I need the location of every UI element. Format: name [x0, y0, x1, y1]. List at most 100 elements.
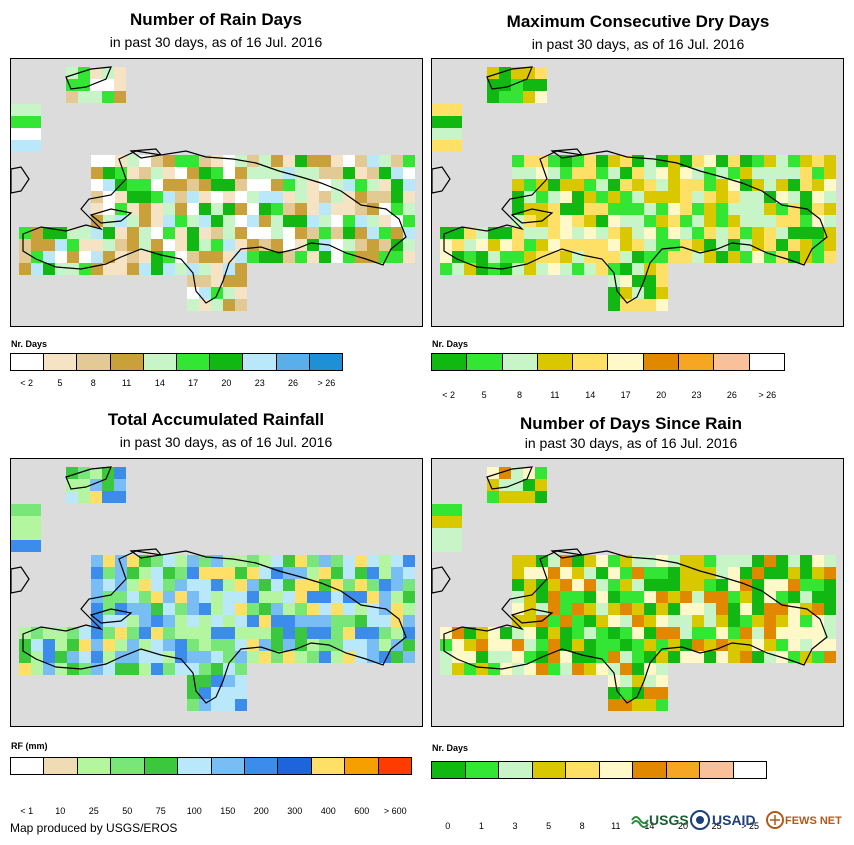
map-grid-cell: [788, 227, 800, 239]
map-grid-cell: [295, 579, 307, 591]
map-grid-cell: [620, 239, 632, 251]
map-grid-cell: [139, 191, 151, 203]
legend-tick-label: 14: [644, 821, 655, 831]
map-grid-cell: [740, 627, 752, 639]
map-grid-cell: [548, 203, 560, 215]
map-grid-cell: [367, 615, 379, 627]
map-grid-cell: [572, 263, 584, 275]
map-grid-cell: [391, 215, 403, 227]
map-grid-cell: [824, 179, 836, 191]
map-grid-cell: [548, 603, 560, 615]
map-grid-cell: [656, 299, 668, 311]
map-grid-cell: [800, 215, 812, 227]
map-rainfall[interactable]: [10, 458, 423, 727]
map-grid-cell: [584, 263, 596, 275]
map-grid-cell: [656, 215, 668, 227]
map-grid-cell: [295, 555, 307, 567]
map-grid-cell: [367, 627, 379, 639]
map-rain-days[interactable]: [10, 58, 423, 327]
map-grid-cell: [596, 663, 608, 675]
map-grid-cell: [187, 699, 199, 711]
map-grid-cell: [560, 567, 572, 579]
map-grid-cell: [307, 615, 319, 627]
map-grid-cell: [403, 179, 415, 191]
map-grid-cell: [211, 287, 223, 299]
map-grid-cell: [223, 275, 235, 287]
map-grid-cell: [788, 191, 800, 203]
map-since-rain[interactable]: [431, 458, 844, 727]
map-grid-cell: [632, 227, 644, 239]
map-grid-cell: [259, 639, 271, 651]
legend-swatch: [536, 354, 573, 370]
map-grid-cell: [656, 639, 668, 651]
map-grid-cell: [488, 663, 500, 675]
map-grid-cell: [199, 275, 211, 287]
map-grid-cell: [103, 639, 115, 651]
map-grid-cell: [488, 239, 500, 251]
map-grid-cell: [187, 191, 199, 203]
map-grid-cell: [536, 191, 548, 203]
map-grid-cell: [440, 639, 452, 651]
map-grid-cell: [211, 579, 223, 591]
map-grid-cell: [331, 227, 343, 239]
map-grid-cell: [187, 591, 199, 603]
map-grid-cell: [199, 651, 211, 663]
map-grid-cell: [632, 299, 644, 311]
map-grid-cell: [560, 579, 572, 591]
map-grid-cell: [175, 663, 187, 675]
map-grid-cell: [668, 191, 680, 203]
legend-swatch: [665, 762, 699, 778]
map-grid-cell: [103, 263, 115, 275]
map-grid-cell: [127, 203, 139, 215]
map-grid-cell: [139, 627, 151, 639]
map-grid-cell: [668, 239, 680, 251]
map-grid-cell: [572, 239, 584, 251]
map-grid-cell: [114, 467, 126, 479]
map-grid-cell: [523, 479, 535, 491]
map-grid-cell: [235, 203, 247, 215]
map-grid-cell: [259, 555, 271, 567]
map-grid-cell: [199, 155, 211, 167]
map-grid-cell: [403, 591, 415, 603]
map-grid-cell: [223, 215, 235, 227]
map-grid-cell: [343, 251, 355, 263]
map-grid-cell: [440, 663, 452, 675]
map-grid-cell: [656, 275, 668, 287]
map-grid-cell: [283, 651, 295, 663]
map-grid-cell: [432, 504, 462, 516]
map-grid-cell: [283, 179, 295, 191]
map-grid-cell: [103, 239, 115, 251]
map-grid-cell: [151, 179, 163, 191]
map-grid-cell: [331, 203, 343, 215]
map-grid-cell: [391, 167, 403, 179]
map-grid-cell: [752, 603, 764, 615]
map-grid-cell: [115, 167, 127, 179]
map-grid-cell: [523, 491, 535, 503]
map-grid-cell: [596, 239, 608, 251]
map-grid-cell: [187, 615, 199, 627]
legend-swatch: [432, 762, 465, 778]
map-grid-cell: [235, 603, 247, 615]
legend-rainfall-bar: [10, 757, 412, 775]
legend-tick-label: 3: [512, 821, 518, 831]
panel-rain-days-subtitle: in past 30 days, as of 16 Jul. 2016: [109, 34, 323, 50]
map-grid-cell: [656, 615, 668, 627]
map-grid-cell: [536, 591, 548, 603]
map-grid-cell: [499, 479, 511, 491]
legend-tick-label: 17: [620, 390, 631, 400]
map-grid-cell: [139, 227, 151, 239]
map-grid-cell: [151, 579, 163, 591]
map-grid-cell: [355, 555, 367, 567]
map-grid-cell: [211, 699, 223, 711]
map-grid-cell: [367, 179, 379, 191]
map-grid-cell: [151, 191, 163, 203]
map-dry-days[interactable]: [431, 58, 844, 327]
coastline: [432, 166, 451, 194]
map-grid-cell: [620, 263, 632, 275]
map-grid-cell: [692, 579, 704, 591]
map-grid-cell: [644, 155, 656, 167]
map-grid-cell: [560, 191, 572, 203]
map-grid-cell: [752, 155, 764, 167]
map-grid-cell: [259, 603, 271, 615]
map-grid-cell: [632, 155, 644, 167]
